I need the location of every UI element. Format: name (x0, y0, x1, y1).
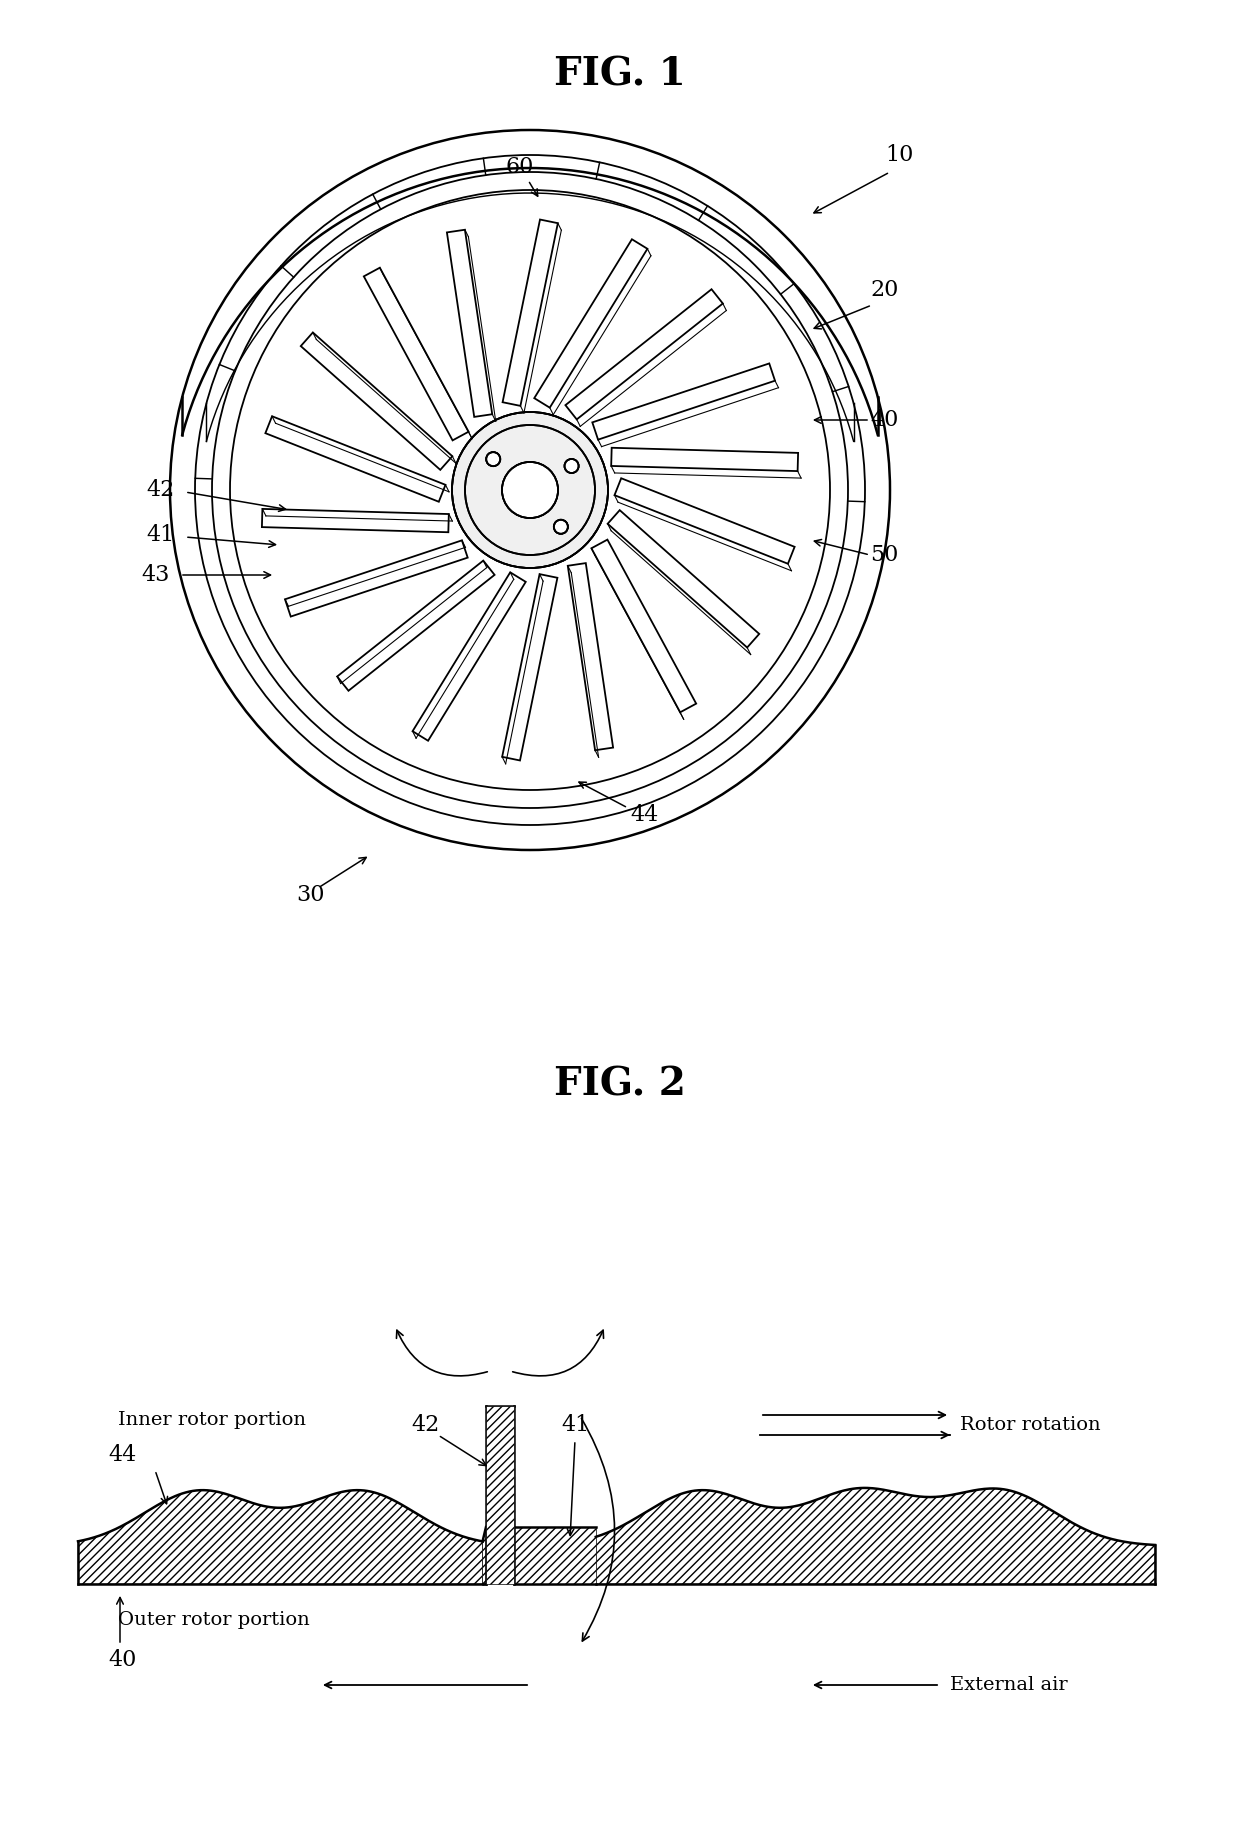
Circle shape (453, 411, 608, 569)
Polygon shape (262, 508, 449, 532)
Text: FIG. 1: FIG. 1 (554, 55, 686, 93)
Polygon shape (413, 572, 526, 740)
Text: Inner rotor portion: Inner rotor portion (118, 1411, 306, 1429)
Polygon shape (534, 239, 647, 408)
Polygon shape (565, 289, 723, 419)
Polygon shape (502, 219, 558, 406)
Text: Outer rotor portion: Outer rotor portion (118, 1610, 310, 1629)
Polygon shape (301, 333, 453, 470)
Polygon shape (363, 267, 469, 441)
Text: 40: 40 (108, 1649, 136, 1671)
Text: Rotor rotation: Rotor rotation (960, 1417, 1101, 1433)
Text: 44: 44 (108, 1444, 136, 1466)
Text: 42: 42 (146, 479, 175, 501)
Polygon shape (591, 539, 696, 713)
Polygon shape (502, 574, 558, 760)
Text: 50: 50 (870, 545, 898, 567)
Circle shape (502, 462, 558, 517)
Polygon shape (265, 417, 445, 501)
Circle shape (554, 519, 568, 534)
Text: 44: 44 (630, 804, 658, 826)
Text: 42: 42 (410, 1415, 439, 1437)
Polygon shape (285, 541, 467, 616)
Polygon shape (608, 510, 759, 647)
Text: 30: 30 (296, 885, 324, 907)
Text: 60: 60 (506, 155, 534, 177)
Polygon shape (593, 364, 775, 441)
Polygon shape (611, 448, 799, 472)
Text: 41: 41 (560, 1415, 589, 1437)
Text: 41: 41 (146, 525, 175, 547)
Text: FIG. 2: FIG. 2 (554, 1066, 686, 1102)
Polygon shape (337, 561, 495, 691)
Text: 10: 10 (885, 144, 914, 166)
Text: 43: 43 (141, 565, 170, 587)
Text: External air: External air (950, 1676, 1068, 1695)
Circle shape (564, 459, 579, 473)
Polygon shape (568, 563, 613, 749)
Text: 20: 20 (870, 280, 898, 302)
Polygon shape (615, 479, 795, 563)
Text: 40: 40 (870, 409, 898, 431)
Polygon shape (446, 230, 492, 417)
Circle shape (486, 452, 500, 466)
Polygon shape (486, 1406, 515, 1585)
